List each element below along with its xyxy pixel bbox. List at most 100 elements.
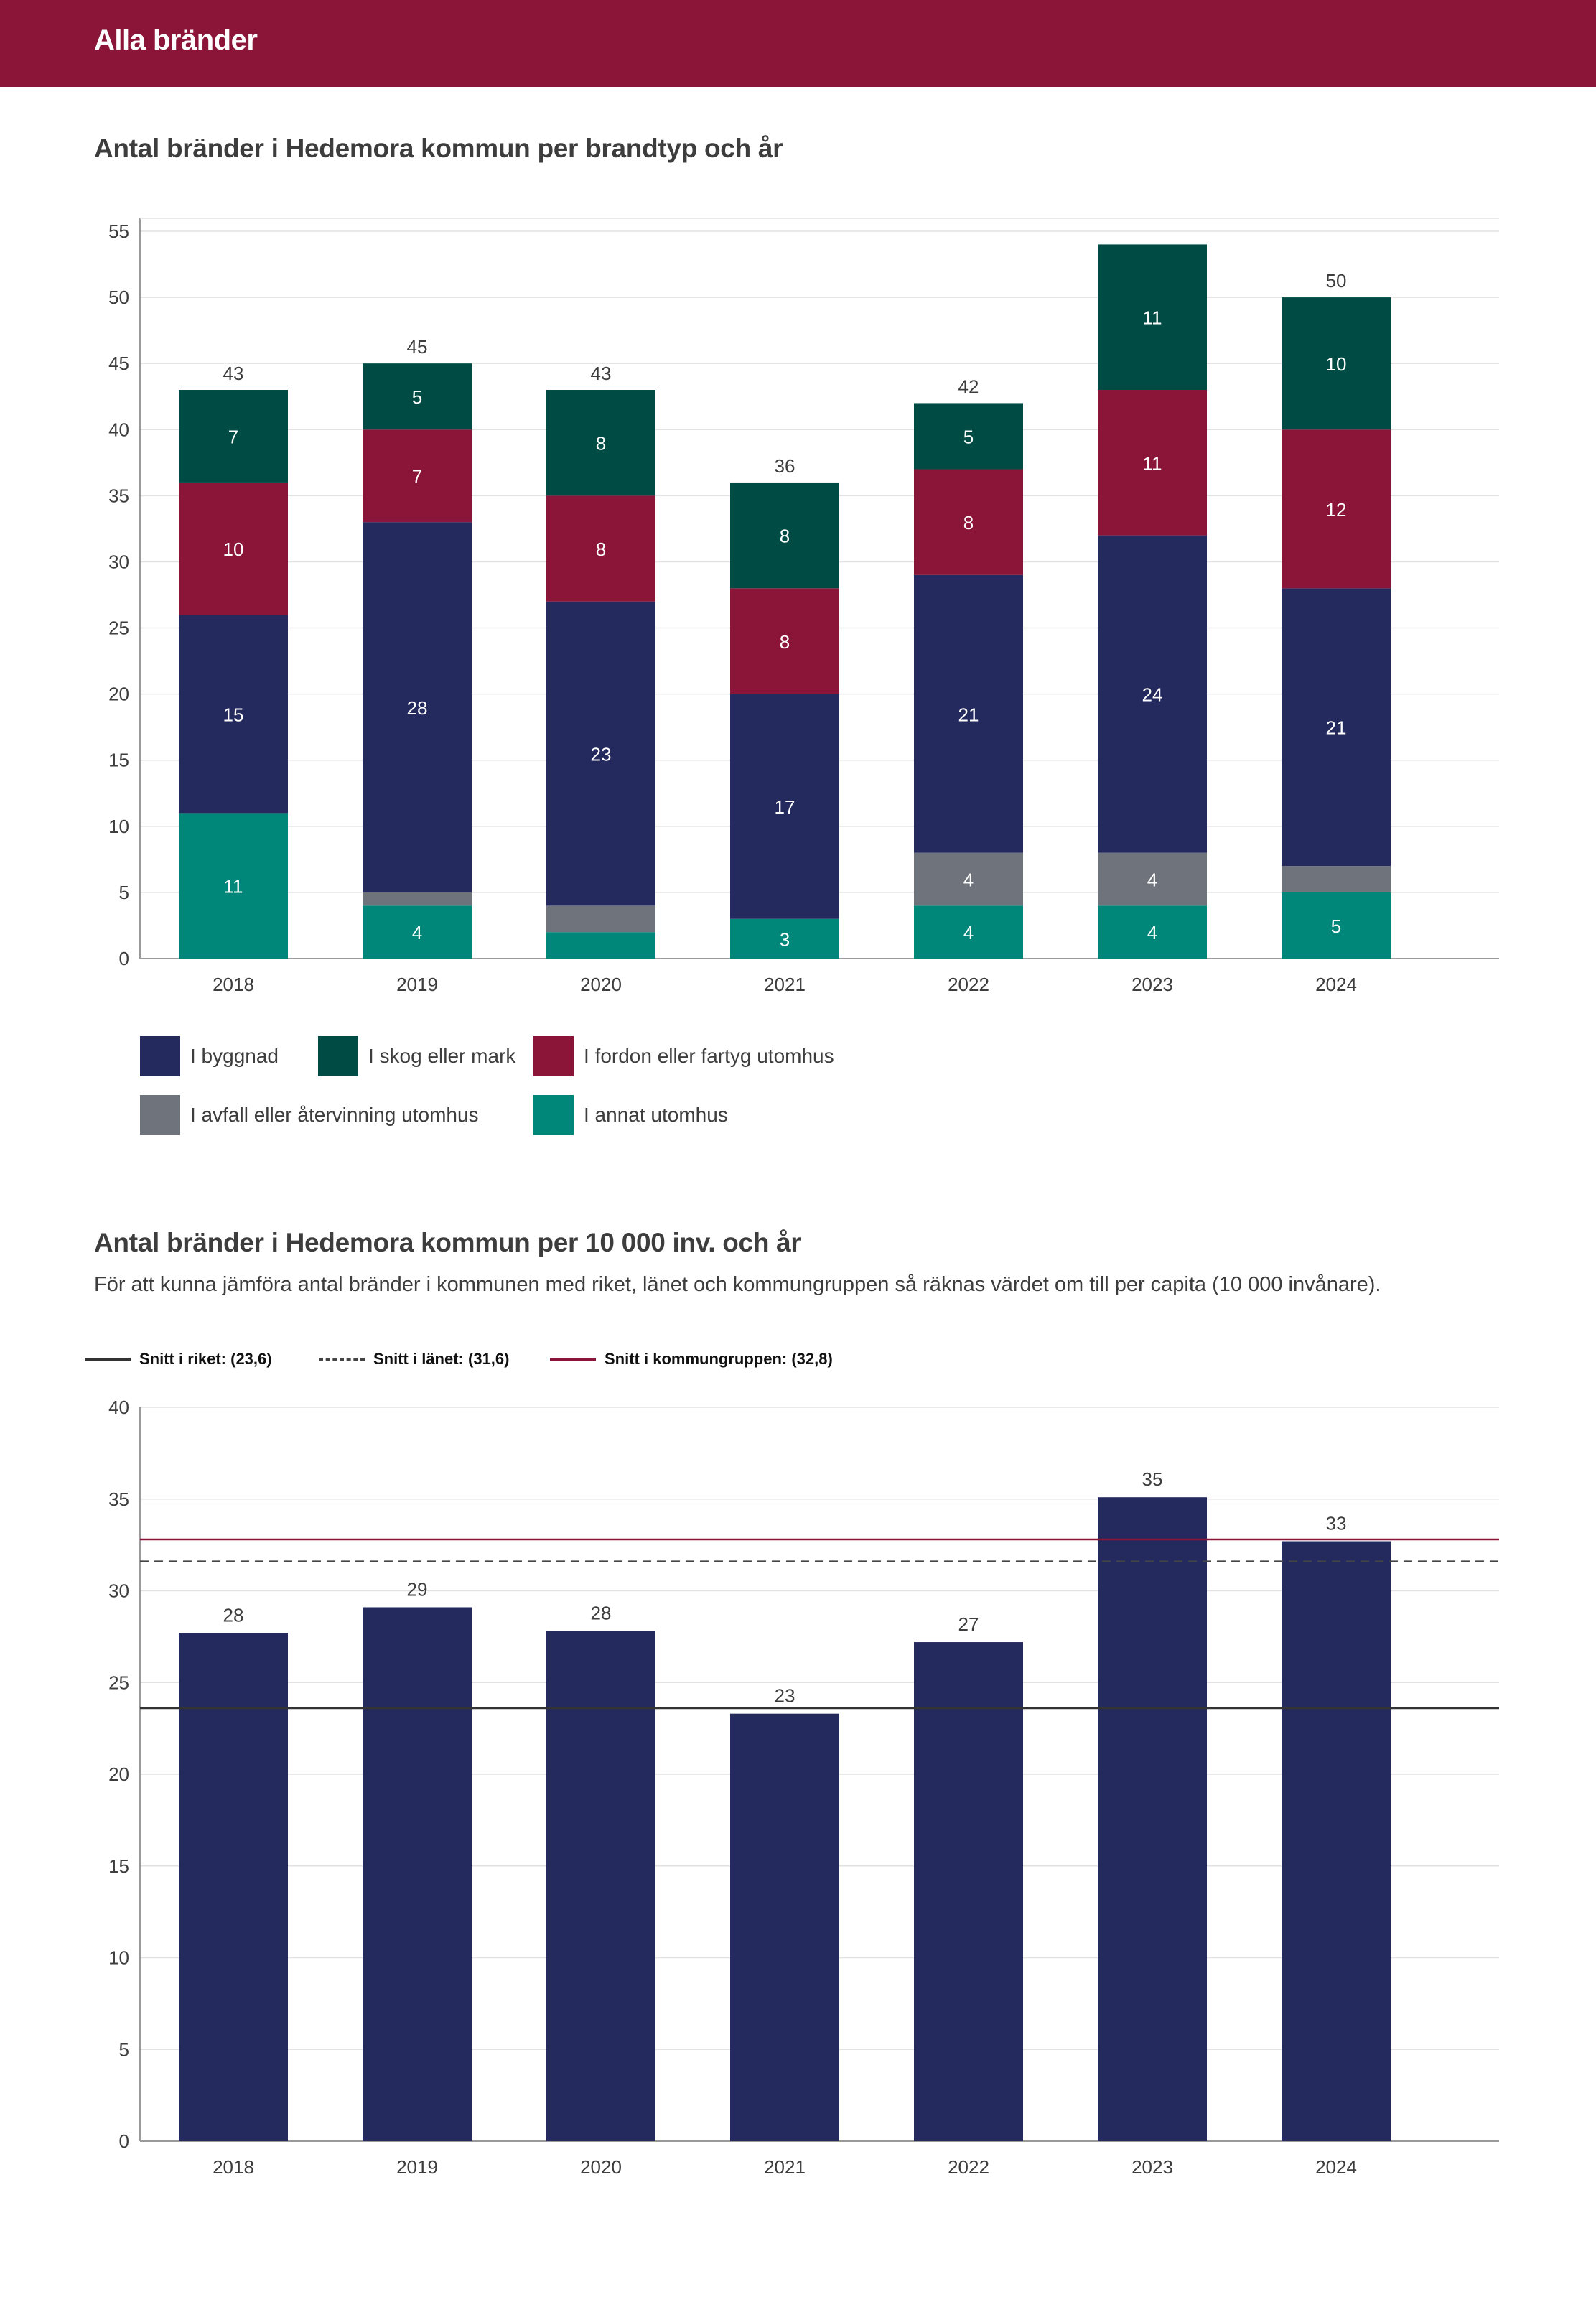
bar	[546, 1631, 655, 2141]
bar-segment	[363, 363, 472, 430]
bar-value-label: 29	[407, 1578, 428, 1600]
bar-segment	[730, 694, 839, 919]
x-tick-label: 2024	[1315, 974, 1357, 995]
legend-item-avfall: I avfall eller återvinning utomhus	[140, 1095, 479, 1135]
segment-value-label: 4	[1147, 869, 1157, 890]
bar-total-label: 42	[958, 376, 979, 397]
y-tick-label: 35	[108, 485, 129, 506]
y-tick-label: 25	[108, 1672, 129, 1693]
segment-value-label: 21	[958, 704, 979, 725]
bar	[1098, 1497, 1207, 2141]
ref-line-kommungrupp-swatch	[550, 1358, 596, 1361]
segment-value-label: 12	[1326, 499, 1347, 521]
x-tick-label: 2023	[1131, 974, 1173, 995]
bar-segment	[546, 601, 655, 906]
y-tick-label: 50	[108, 286, 129, 308]
segment-value-label: 8	[780, 526, 790, 547]
legend-item-annat: I annat utomhus	[533, 1095, 728, 1135]
bar-segment	[1098, 390, 1207, 536]
bar-segment	[914, 852, 1023, 906]
bar-segment	[914, 574, 1023, 853]
segment-value-label: 15	[223, 704, 244, 725]
bar-value-label: 27	[958, 1613, 979, 1635]
bar-value-label: 33	[1326, 1513, 1347, 1534]
bar-segment	[179, 615, 288, 814]
segment-value-label: 8	[963, 512, 974, 533]
segment-value-label: 8	[596, 539, 606, 560]
x-tick-label: 2022	[948, 974, 989, 995]
segment-value-label: 10	[223, 539, 244, 560]
bar	[363, 1607, 472, 2141]
legend-item-fordon: I fordon eller fartyg utomhus	[533, 1036, 834, 1076]
ref-legend-riket: Snitt i riket: (23,6)	[85, 1350, 272, 1369]
y-tick-label: 55	[108, 220, 129, 242]
bar-total-label: 43	[223, 363, 244, 384]
x-tick-label: 2018	[213, 2156, 254, 2178]
bar-total-label: 45	[407, 336, 428, 358]
bar-segment	[363, 905, 472, 959]
bar-segment	[1282, 866, 1391, 892]
x-tick-label: 2021	[764, 2156, 806, 2178]
segment-value-label: 5	[1331, 915, 1341, 937]
bar-value-label: 23	[775, 1685, 795, 1707]
y-tick-label: 20	[108, 684, 129, 705]
legend-label-avfall: I avfall eller återvinning utomhus	[190, 1104, 479, 1126]
bar-segment	[914, 469, 1023, 575]
bar-total-label: 43	[591, 363, 612, 384]
legend-item-skog: I skog eller mark	[318, 1036, 515, 1076]
bar-segment	[363, 892, 472, 906]
bar-segment	[730, 918, 839, 959]
bar-segment	[730, 482, 839, 589]
ref-line-lanet-swatch	[319, 1358, 365, 1361]
x-tick-label: 2021	[764, 974, 806, 995]
segment-value-label: 8	[780, 631, 790, 653]
bar-segment	[546, 495, 655, 602]
segment-value-label: 21	[1326, 717, 1347, 739]
x-tick-label: 2018	[213, 974, 254, 995]
y-tick-label: 0	[119, 948, 129, 969]
y-tick-label: 10	[108, 1947, 129, 1969]
ref-legend-riket-label: Snitt i riket: (23,6)	[139, 1350, 272, 1368]
bar-segment	[914, 905, 1023, 959]
y-tick-label: 40	[108, 1397, 129, 1418]
y-tick-label: 5	[119, 2038, 129, 2060]
y-tick-label: 30	[108, 1580, 129, 1602]
bar-total-label: 36	[775, 455, 795, 477]
segment-value-label: 10	[1326, 353, 1347, 375]
bar-segment	[1098, 905, 1207, 959]
bar-segment	[1098, 244, 1207, 391]
chart2-description: För att kunna jämföra antal bränder i ko…	[94, 1273, 1381, 1296]
legend-label-annat: I annat utomhus	[584, 1104, 728, 1126]
segment-value-label: 11	[224, 876, 243, 898]
segment-value-label: 4	[963, 922, 974, 943]
bar	[914, 1642, 1023, 2141]
segment-value-label: 4	[1147, 922, 1157, 943]
segment-value-label: 7	[412, 466, 422, 488]
y-tick-label: 30	[108, 551, 129, 572]
stacked-bar-chart: 0510152025303540455055111510743201842875…	[108, 218, 1499, 995]
bar-segment	[1282, 892, 1391, 959]
segment-value-label: 4	[963, 869, 974, 890]
bar-segment	[179, 390, 288, 483]
x-tick-label: 2019	[396, 974, 438, 995]
bar-value-label: 35	[1142, 1468, 1163, 1490]
ref-legend-kommungrupp-label: Snitt i kommungruppen: (32,8)	[605, 1350, 833, 1368]
bar-segment	[179, 482, 288, 615]
bar-segment	[914, 403, 1023, 470]
bar-segment	[546, 390, 655, 496]
ref-legend-lanet-label: Snitt i länet: (31,6)	[373, 1350, 510, 1368]
bar-segment	[730, 588, 839, 694]
bar-segment	[1282, 429, 1391, 589]
segment-value-label: 24	[1142, 684, 1163, 706]
segment-value-label: 3	[780, 928, 790, 950]
segment-value-label: 11	[1143, 307, 1162, 329]
bar-value-label: 28	[223, 1604, 244, 1626]
bar	[730, 1713, 839, 2141]
y-tick-label: 45	[108, 353, 129, 374]
x-tick-label: 2024	[1315, 2156, 1357, 2178]
segment-value-label: 4	[412, 922, 422, 943]
bar-segment	[546, 905, 655, 933]
bar	[1282, 1541, 1391, 2141]
legend-label-fordon: I fordon eller fartyg utomhus	[584, 1045, 834, 1067]
y-tick-label: 35	[108, 1488, 129, 1510]
